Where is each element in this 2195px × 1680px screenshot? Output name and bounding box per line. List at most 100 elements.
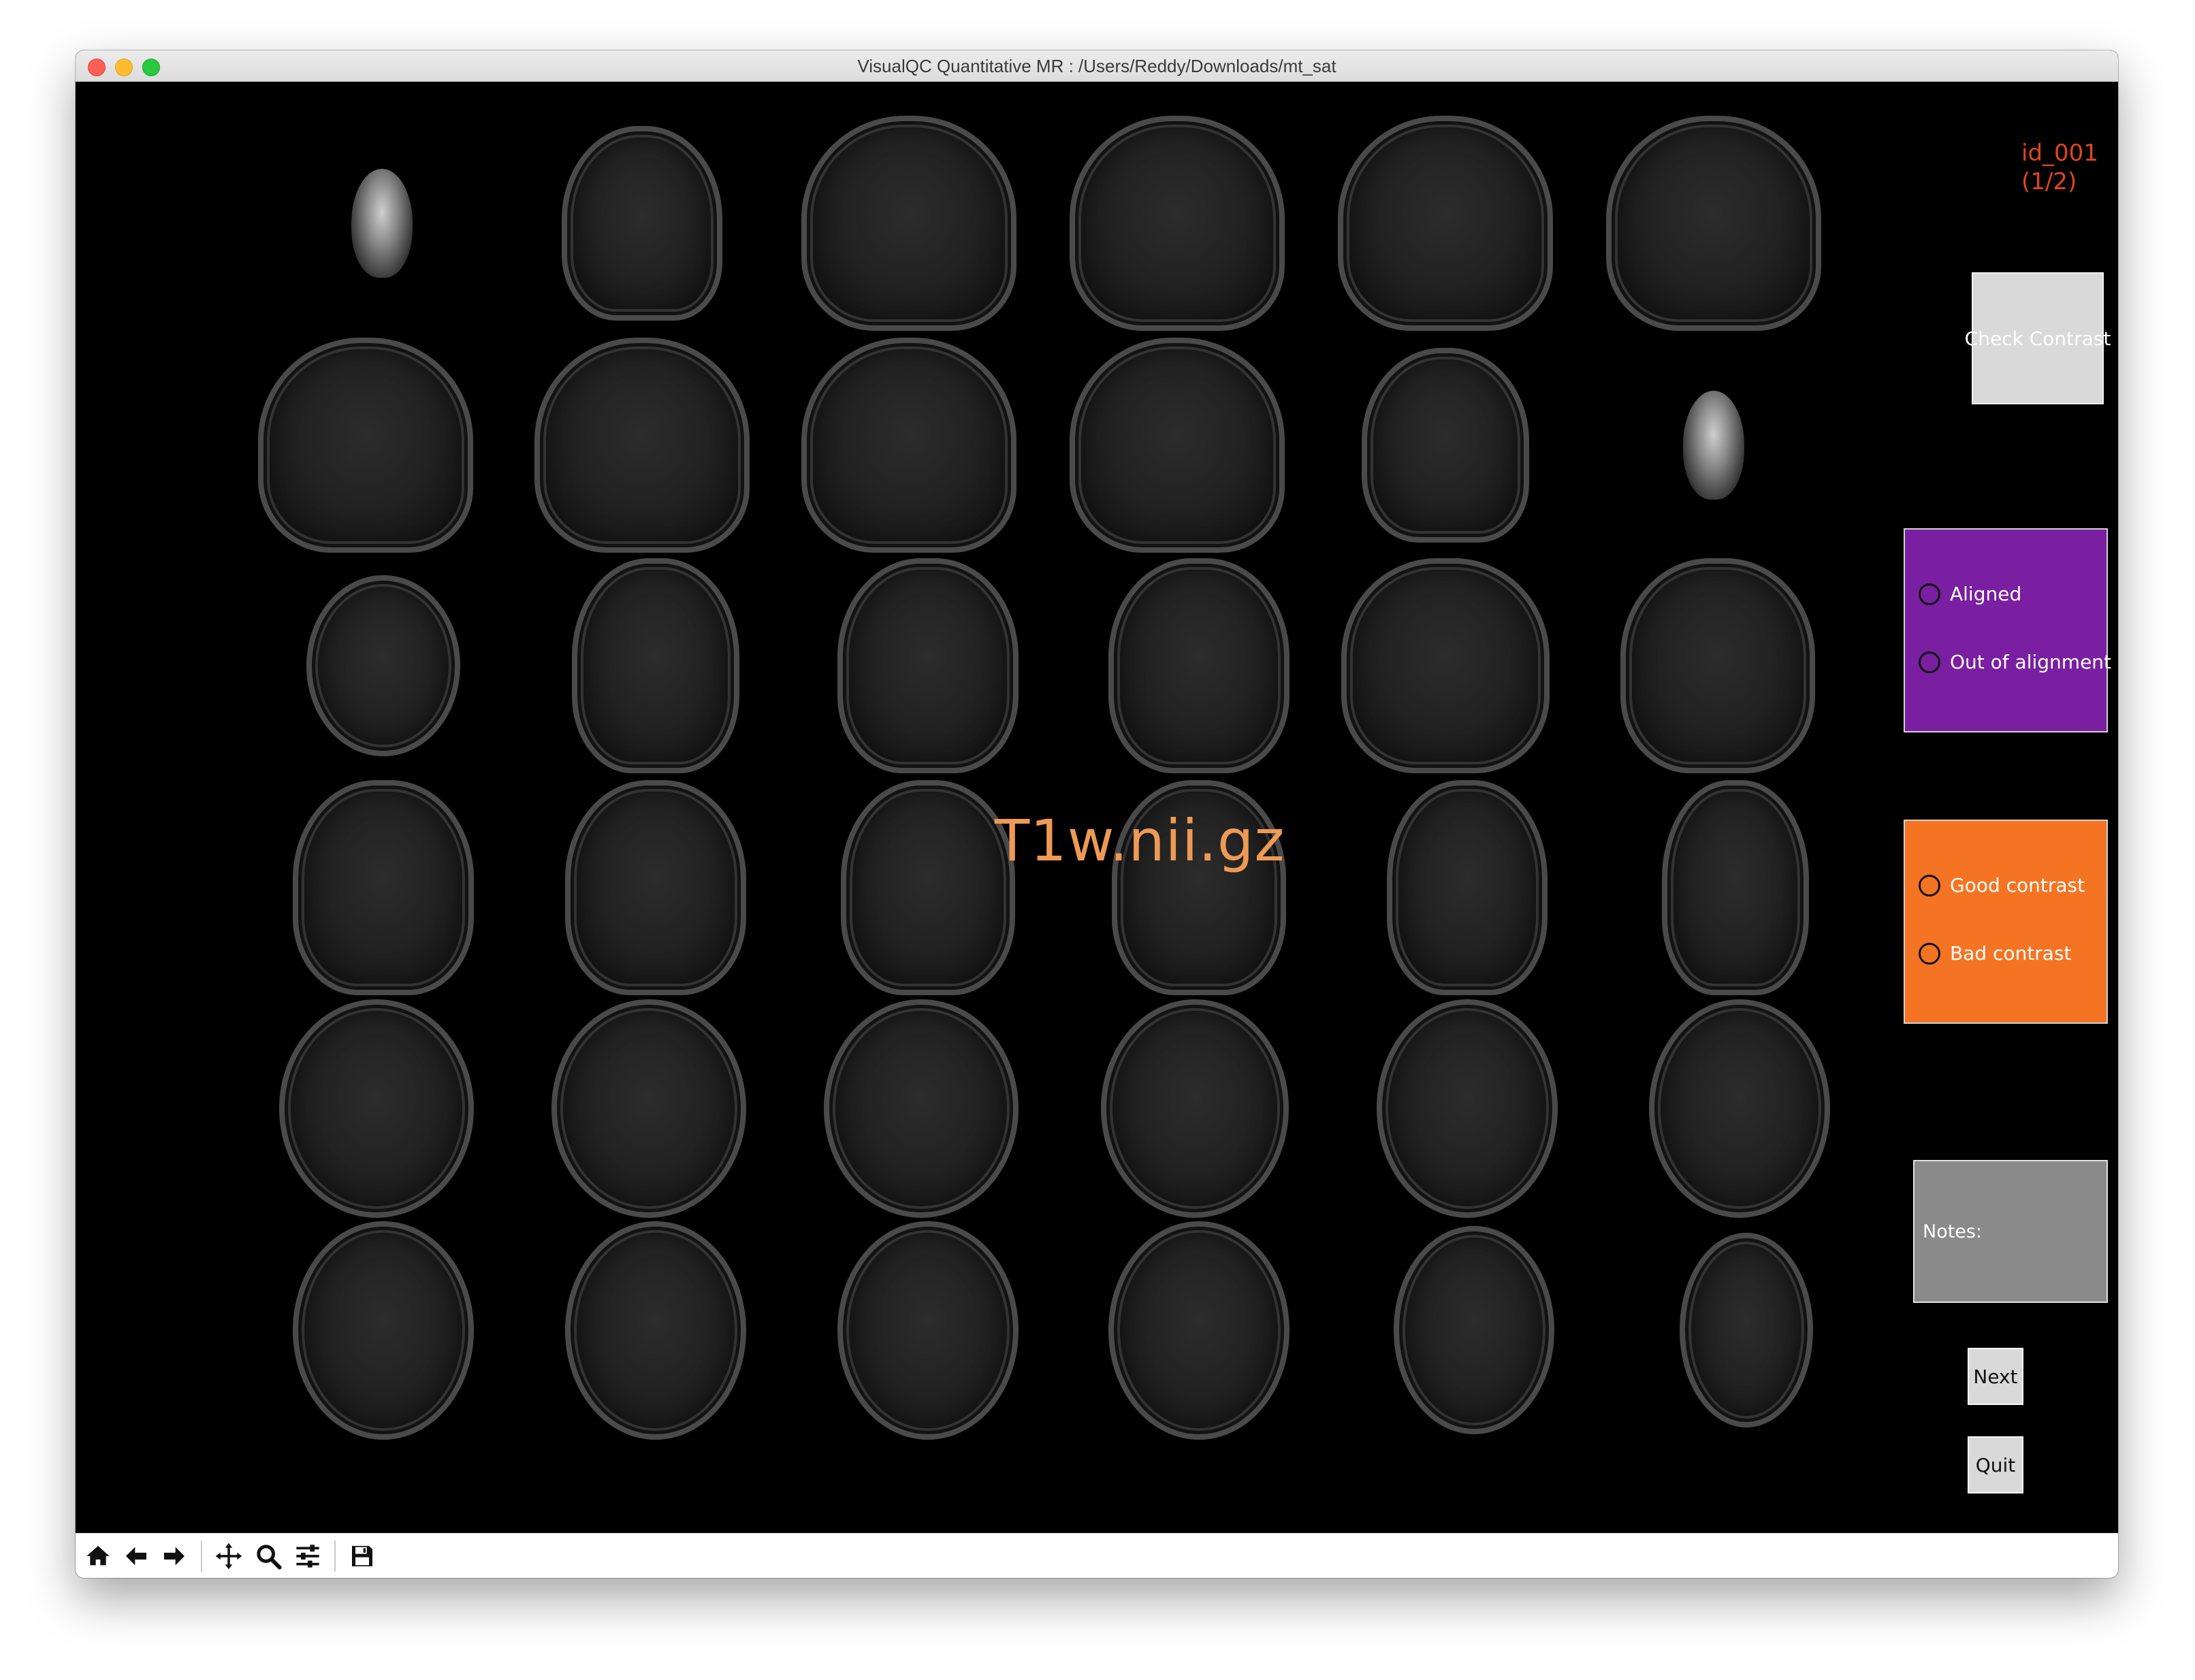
mri-slice bbox=[1358, 999, 1576, 1218]
brain-image bbox=[837, 1221, 1019, 1440]
mri-slice bbox=[1631, 999, 1848, 1218]
radio-aligned[interactable]: Aligned bbox=[1919, 583, 2021, 605]
mri-slice bbox=[547, 1221, 765, 1440]
brain-image bbox=[837, 558, 1019, 773]
brain-image bbox=[1101, 999, 1289, 1218]
radio-good-contrast[interactable]: Good contrast bbox=[1919, 874, 2085, 896]
radio-bad-contrast[interactable]: Bad contrast bbox=[1919, 942, 2072, 965]
brain-image bbox=[1387, 780, 1548, 995]
mri-slice bbox=[800, 338, 1018, 553]
brain-image bbox=[801, 338, 1016, 553]
radio-button-icon[interactable] bbox=[1919, 651, 1940, 673]
window-title: VisualQC Quantitative MR : /Users/Reddy/… bbox=[857, 56, 1336, 76]
brain-image bbox=[306, 575, 460, 756]
mri-slice bbox=[533, 338, 751, 553]
maximize-window-button[interactable] bbox=[142, 59, 160, 76]
app-window: VisualQC Quantitative MR : /Users/Reddy/… bbox=[76, 50, 2118, 1578]
brain-image bbox=[351, 169, 413, 278]
mri-slice bbox=[1605, 116, 1823, 331]
mri-slice bbox=[274, 558, 492, 773]
brain-image bbox=[1683, 391, 1744, 500]
toolbar-divider bbox=[334, 1540, 336, 1572]
mri-slice bbox=[819, 1221, 1037, 1440]
mri-slice bbox=[1627, 780, 1844, 995]
mri-slice bbox=[819, 558, 1037, 773]
brain-image bbox=[1377, 999, 1558, 1218]
mri-slice bbox=[547, 558, 765, 773]
brain-image bbox=[824, 999, 1019, 1218]
mri-slice bbox=[540, 999, 758, 1218]
brain-image bbox=[801, 116, 1016, 331]
mri-slice bbox=[819, 780, 1037, 995]
brain-image bbox=[1680, 1233, 1813, 1427]
alignment-radio-panel: Aligned Out of alignment bbox=[1904, 528, 2111, 732]
mri-slice bbox=[1336, 116, 1554, 331]
brain-image bbox=[1108, 558, 1289, 773]
mri-slice bbox=[1609, 558, 1827, 773]
brain-image bbox=[1394, 1226, 1554, 1434]
radio-label: Good contrast bbox=[1950, 874, 2085, 896]
mri-slice bbox=[274, 780, 492, 995]
mri-slice bbox=[533, 116, 751, 331]
forward-icon[interactable] bbox=[156, 1539, 193, 1573]
mri-slice bbox=[274, 1221, 492, 1440]
brain-image bbox=[1070, 338, 1285, 553]
mri-slice bbox=[273, 116, 491, 331]
mri-slice bbox=[1605, 338, 1823, 553]
close-window-button[interactable] bbox=[88, 59, 106, 76]
zoom-icon[interactable] bbox=[250, 1539, 287, 1573]
mri-slice bbox=[268, 999, 485, 1218]
mri-slice bbox=[1336, 338, 1554, 553]
brain-image bbox=[1662, 780, 1809, 995]
check-contrast-button[interactable]: Check Contrast bbox=[1965, 272, 2111, 404]
mri-slice bbox=[257, 338, 475, 553]
mri-slice bbox=[1365, 1223, 1583, 1438]
brain-image bbox=[551, 999, 746, 1218]
brain-image bbox=[1338, 116, 1553, 331]
title-bar: VisualQC Quantitative MR : /Users/Reddy/… bbox=[76, 50, 2118, 82]
mri-slice bbox=[1637, 1223, 1855, 1438]
brain-image bbox=[1362, 348, 1529, 543]
mri-slice bbox=[547, 780, 765, 995]
radio-label: Aligned bbox=[1950, 583, 2022, 605]
navigation-toolbar bbox=[76, 1533, 2118, 1578]
mri-slice bbox=[1090, 780, 1308, 995]
brain-image bbox=[1649, 999, 1830, 1218]
minimize-window-button[interactable] bbox=[115, 59, 133, 76]
radio-button-icon[interactable] bbox=[1919, 874, 1940, 896]
radio-label: Bad contrast bbox=[1950, 942, 2072, 965]
radio-button-icon[interactable] bbox=[1919, 583, 1940, 605]
mri-slice bbox=[1068, 338, 1286, 553]
mri-slice bbox=[1090, 1221, 1308, 1440]
contrast-radio-panel: Good contrast Bad contrast bbox=[1904, 820, 2108, 1024]
brain-image bbox=[1070, 116, 1285, 331]
next-button[interactable]: Next bbox=[1968, 1348, 2023, 1405]
subject-id: id_001 bbox=[2021, 140, 2098, 167]
radio-out-of-alignment[interactable]: Out of alignment bbox=[1919, 651, 2111, 673]
subject-progress: (1/2) bbox=[2021, 168, 2077, 195]
save-icon[interactable] bbox=[344, 1539, 381, 1573]
quit-button[interactable]: Quit bbox=[1968, 1436, 2023, 1493]
back-icon[interactable] bbox=[118, 1539, 155, 1573]
configure-subplots-icon[interactable] bbox=[289, 1539, 326, 1573]
mri-slice bbox=[1358, 780, 1576, 995]
brain-image bbox=[258, 338, 473, 553]
home-icon[interactable] bbox=[80, 1539, 116, 1573]
notes-label: Notes: bbox=[1923, 1221, 1983, 1242]
brain-image bbox=[534, 338, 750, 553]
radio-label: Out of alignment bbox=[1950, 651, 2112, 673]
brain-image bbox=[1606, 116, 1821, 331]
mri-slice bbox=[812, 999, 1030, 1218]
brain-image bbox=[565, 780, 746, 995]
notes-field[interactable]: Notes: bbox=[1913, 1160, 2108, 1303]
subject-id-label: id_001 (1/2) bbox=[2021, 139, 2098, 196]
mri-slice bbox=[800, 116, 1018, 331]
toolbar-divider bbox=[201, 1540, 202, 1572]
radio-button-icon[interactable] bbox=[1919, 942, 1940, 965]
brain-image bbox=[565, 1221, 746, 1440]
slice-grid bbox=[76, 82, 2118, 1533]
pan-icon[interactable] bbox=[210, 1539, 247, 1573]
brain-image bbox=[1620, 558, 1815, 773]
figure-canvas[interactable]: T1w.nii.gz id_001 (1/2) Check Contrast A… bbox=[76, 82, 2118, 1533]
brain-image bbox=[1108, 1221, 1289, 1440]
